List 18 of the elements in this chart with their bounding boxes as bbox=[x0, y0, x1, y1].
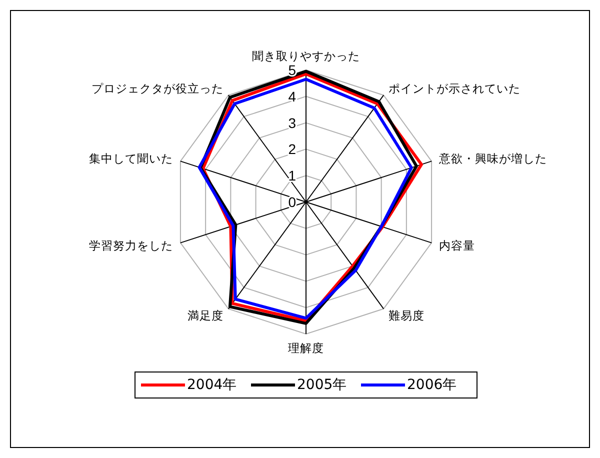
spoke-label: プロジェクタが役立った bbox=[92, 82, 224, 96]
spoke-label: 学習努力をした bbox=[88, 238, 173, 252]
y-tick-label: 2 bbox=[288, 141, 296, 158]
spoke-label: 聞き取りやすかった bbox=[252, 49, 360, 63]
y-tick-label: 3 bbox=[288, 114, 296, 131]
spoke-label: 意欲・興味が増した bbox=[438, 152, 548, 166]
spoke-label: 理解度 bbox=[288, 341, 324, 355]
spoke-label: ポイントが示されていた bbox=[388, 82, 520, 96]
spoke-label: 内容量 bbox=[439, 238, 476, 252]
y-tick-label: 4 bbox=[288, 88, 296, 104]
legend-label: 2004年 bbox=[187, 377, 237, 393]
legend-label: 2005年 bbox=[297, 377, 347, 393]
spoke-label: 満足度 bbox=[188, 308, 224, 322]
y-tick-label: 5 bbox=[288, 62, 296, 78]
y-tick-label: 1 bbox=[288, 168, 296, 184]
spoke-label: 集中して聞いた bbox=[88, 152, 173, 166]
spoke-label: 難易度 bbox=[388, 308, 424, 322]
legend-label: 2006年 bbox=[407, 377, 457, 393]
